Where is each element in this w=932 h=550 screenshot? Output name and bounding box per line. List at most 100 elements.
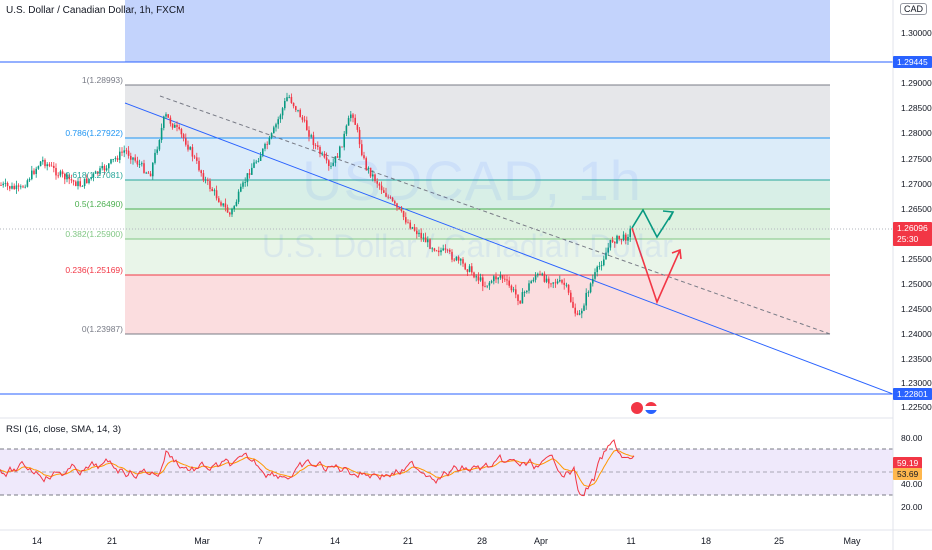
time-tick: 25 xyxy=(773,536,785,546)
price-tick: 1.24500 xyxy=(901,304,932,314)
candle-body xyxy=(451,251,453,260)
candle-body xyxy=(262,148,264,156)
marker-label-top: 1.29445 xyxy=(893,56,932,68)
candle-body xyxy=(178,127,180,129)
currency-badge[interactable]: CAD xyxy=(900,3,928,15)
candle-body xyxy=(455,256,458,261)
candle-body xyxy=(143,163,145,173)
candle-body xyxy=(345,125,348,134)
candle-body xyxy=(332,162,334,166)
candle-body xyxy=(517,294,519,301)
candle-body xyxy=(565,284,568,286)
candle-body xyxy=(176,125,178,128)
rsi-title[interactable]: RSI (16, close, SMA, 14, 3) xyxy=(6,424,122,435)
candle-body xyxy=(193,156,196,158)
price-tick: 1.26500 xyxy=(901,204,932,214)
candle-body xyxy=(400,208,403,212)
projection-arrow-red[interactable] xyxy=(631,227,681,305)
candle-body xyxy=(226,207,229,213)
candle-body xyxy=(438,250,440,253)
candle-body xyxy=(554,282,557,284)
candle-body xyxy=(499,275,502,278)
candle-body xyxy=(356,124,359,130)
candle-body xyxy=(103,165,106,171)
candle-body xyxy=(361,144,363,156)
candle-body xyxy=(398,207,400,209)
candle-body xyxy=(248,173,251,175)
candle-body xyxy=(134,157,136,161)
candle-body xyxy=(545,278,548,282)
canada-flag-icon[interactable] xyxy=(630,401,644,415)
projection-arrow-green-head xyxy=(662,210,675,221)
candle-body xyxy=(387,196,389,198)
candle-body xyxy=(572,301,574,308)
candle-body xyxy=(275,124,277,128)
time-tick: Apr xyxy=(533,536,549,546)
rsi-tick: 40.00 xyxy=(901,479,923,489)
candle-body xyxy=(259,155,262,161)
zone-fib-05-0382 xyxy=(125,209,830,239)
candle-body xyxy=(550,283,552,285)
chart-title[interactable]: U.S. Dollar / Canadian Dollar, 1h, FXCM xyxy=(6,5,185,16)
candle-body xyxy=(310,135,312,137)
candle-body xyxy=(466,269,469,272)
candle-body xyxy=(363,155,365,159)
candle-body xyxy=(292,102,295,107)
candle-body xyxy=(468,266,471,272)
candle-body xyxy=(233,206,235,209)
candle-body xyxy=(213,190,216,192)
fib-label-0382: 0.382(1.25900) xyxy=(65,229,123,239)
candle-body xyxy=(11,185,13,189)
candle-body xyxy=(605,252,607,260)
candle-body xyxy=(121,151,123,153)
candle-body xyxy=(169,117,172,124)
candle-body xyxy=(420,232,422,239)
candle-body xyxy=(92,173,95,178)
candle-body xyxy=(229,212,231,215)
candlestick-series xyxy=(0,92,631,319)
candle-body xyxy=(497,277,499,280)
price-tick: 1.25500 xyxy=(901,254,932,264)
candle-body xyxy=(475,276,477,278)
rsi-line xyxy=(0,439,635,497)
candle-body xyxy=(519,300,521,304)
candle-body xyxy=(431,248,433,250)
candle-body xyxy=(53,165,55,168)
us-flag-icon[interactable] xyxy=(644,401,658,415)
candle-body xyxy=(130,155,132,160)
zone-fib-0236-0 xyxy=(125,275,830,334)
candle-body xyxy=(574,307,576,314)
candle-body xyxy=(299,109,301,118)
candle-body xyxy=(391,197,394,202)
candle-body xyxy=(66,174,68,180)
candle-body xyxy=(295,106,297,111)
candle-body xyxy=(198,160,200,171)
candle-body xyxy=(442,248,444,251)
candle-body xyxy=(433,248,436,251)
candle-body xyxy=(352,114,354,118)
candle-body xyxy=(473,272,475,278)
candle-body xyxy=(323,153,326,158)
candle-body xyxy=(330,165,332,167)
candle-body xyxy=(585,292,587,306)
candle-body xyxy=(341,146,343,148)
candle-body xyxy=(347,118,350,126)
candle-body xyxy=(50,165,53,167)
candle-body xyxy=(374,174,376,182)
candle-body xyxy=(158,140,161,150)
candle-body xyxy=(253,162,255,168)
projection-arrow-green[interactable] xyxy=(631,208,674,239)
candle-body xyxy=(244,182,246,183)
candle-body xyxy=(2,183,4,186)
candle-body xyxy=(6,182,9,187)
candle-body xyxy=(484,286,486,288)
candle-body xyxy=(154,152,156,163)
candle-body xyxy=(220,202,222,206)
candle-body xyxy=(383,190,385,193)
candle-body xyxy=(202,173,205,181)
rsi-tick: 80.00 xyxy=(901,433,923,443)
candle-body xyxy=(407,222,409,224)
candle-body xyxy=(328,160,330,166)
trendline-solid[interactable] xyxy=(124,102,894,395)
